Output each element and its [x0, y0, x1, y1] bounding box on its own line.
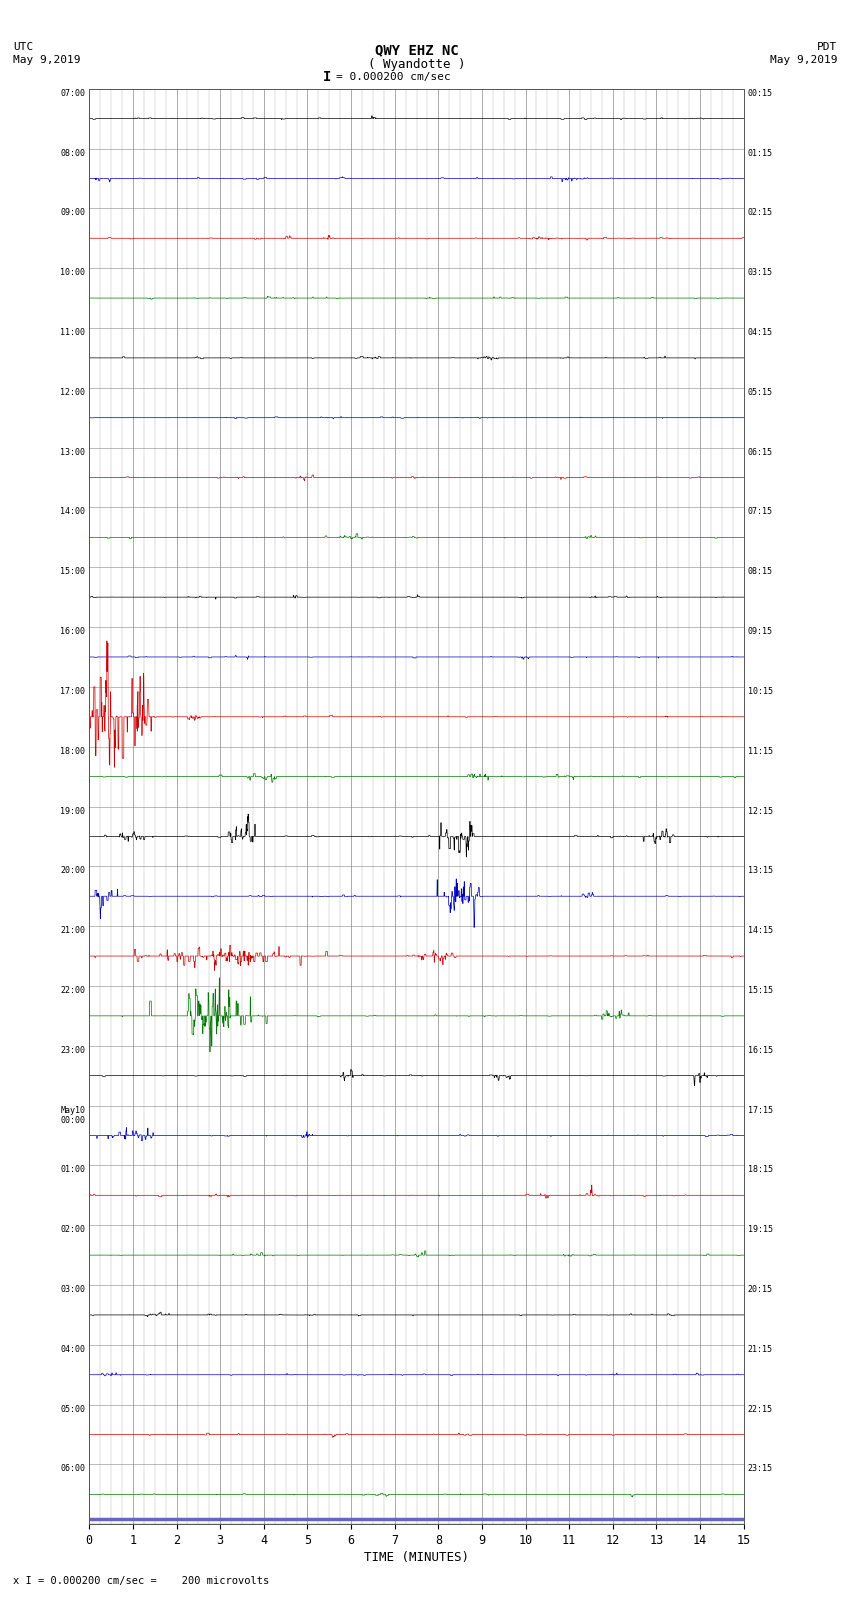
- Text: 09:15: 09:15: [748, 627, 773, 636]
- Text: 08:00: 08:00: [60, 148, 85, 158]
- Text: 12:15: 12:15: [748, 806, 773, 816]
- Text: 12:00: 12:00: [60, 387, 85, 397]
- Text: 09:00: 09:00: [60, 208, 85, 218]
- Text: 13:15: 13:15: [748, 866, 773, 876]
- Text: PDT: PDT: [817, 42, 837, 52]
- Text: 05:15: 05:15: [748, 387, 773, 397]
- Text: 15:15: 15:15: [748, 986, 773, 995]
- Text: 11:15: 11:15: [748, 747, 773, 755]
- Text: 07:00: 07:00: [60, 89, 85, 98]
- Text: 13:00: 13:00: [60, 448, 85, 456]
- Text: = 0.000200 cm/sec: = 0.000200 cm/sec: [336, 73, 450, 82]
- Text: x I = 0.000200 cm/sec =    200 microvolts: x I = 0.000200 cm/sec = 200 microvolts: [13, 1576, 269, 1586]
- Text: I: I: [323, 71, 332, 84]
- Text: 17:00: 17:00: [60, 687, 85, 695]
- Text: 19:15: 19:15: [748, 1226, 773, 1234]
- Text: May 9,2019: May 9,2019: [770, 55, 837, 65]
- Text: 14:15: 14:15: [748, 926, 773, 936]
- Text: 18:00: 18:00: [60, 747, 85, 755]
- Text: 01:00: 01:00: [60, 1165, 85, 1174]
- Text: 23:15: 23:15: [748, 1465, 773, 1473]
- Text: 01:15: 01:15: [748, 148, 773, 158]
- Text: 08:15: 08:15: [748, 568, 773, 576]
- Text: 15:00: 15:00: [60, 568, 85, 576]
- Text: 00:15: 00:15: [748, 89, 773, 98]
- Text: 23:00: 23:00: [60, 1045, 85, 1055]
- Text: 22:00: 22:00: [60, 986, 85, 995]
- Text: May 9,2019: May 9,2019: [13, 55, 80, 65]
- Text: 21:15: 21:15: [748, 1345, 773, 1353]
- Text: 19:00: 19:00: [60, 806, 85, 816]
- Text: 05:00: 05:00: [60, 1405, 85, 1413]
- Text: UTC: UTC: [13, 42, 33, 52]
- Text: 11:00: 11:00: [60, 327, 85, 337]
- Text: 04:15: 04:15: [748, 327, 773, 337]
- X-axis label: TIME (MINUTES): TIME (MINUTES): [364, 1552, 469, 1565]
- Text: ( Wyandotte ): ( Wyandotte ): [368, 58, 465, 71]
- Text: 03:15: 03:15: [748, 268, 773, 277]
- Text: 06:00: 06:00: [60, 1465, 85, 1473]
- Text: 21:00: 21:00: [60, 926, 85, 936]
- Text: QWY EHZ NC: QWY EHZ NC: [375, 44, 458, 56]
- Text: 02:00: 02:00: [60, 1226, 85, 1234]
- Text: 20:00: 20:00: [60, 866, 85, 876]
- Text: 17:15: 17:15: [748, 1105, 773, 1115]
- Text: 10:15: 10:15: [748, 687, 773, 695]
- Text: 04:00: 04:00: [60, 1345, 85, 1353]
- Text: 22:15: 22:15: [748, 1405, 773, 1413]
- Text: 14:00: 14:00: [60, 508, 85, 516]
- Text: 20:15: 20:15: [748, 1286, 773, 1294]
- Text: 07:15: 07:15: [748, 508, 773, 516]
- Text: 10:00: 10:00: [60, 268, 85, 277]
- Text: 03:00: 03:00: [60, 1286, 85, 1294]
- Text: 06:15: 06:15: [748, 448, 773, 456]
- Text: 02:15: 02:15: [748, 208, 773, 218]
- Text: May10
00:00: May10 00:00: [60, 1105, 85, 1124]
- Text: 16:00: 16:00: [60, 627, 85, 636]
- Text: 18:15: 18:15: [748, 1165, 773, 1174]
- Text: 16:15: 16:15: [748, 1045, 773, 1055]
